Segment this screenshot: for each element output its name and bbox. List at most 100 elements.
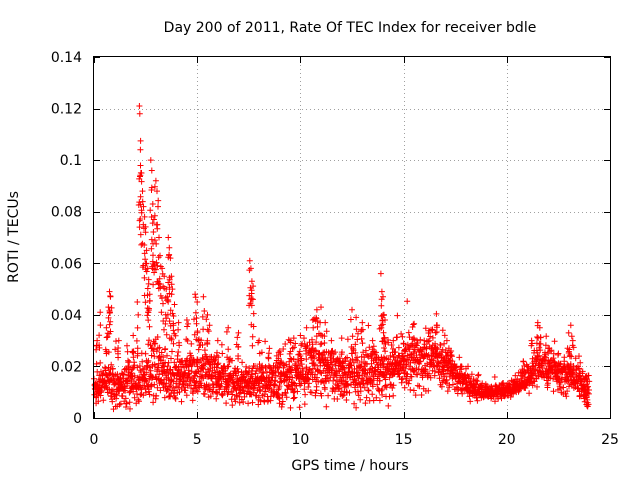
data-point <box>369 337 376 344</box>
data-point <box>527 367 534 374</box>
data-point <box>235 344 242 350</box>
data-point <box>368 378 374 385</box>
data-point <box>351 400 358 407</box>
data-point <box>347 316 354 323</box>
data-point <box>170 313 177 319</box>
data-point <box>458 363 465 370</box>
data-point <box>131 394 138 401</box>
data-point <box>152 363 158 369</box>
data-point <box>439 327 446 334</box>
data-point <box>206 368 212 375</box>
data-point <box>434 345 441 352</box>
data-point <box>134 299 141 305</box>
data-point <box>386 393 393 400</box>
data-point <box>287 339 294 346</box>
data-point <box>309 354 316 361</box>
data-point <box>213 395 220 402</box>
data-point <box>536 324 543 331</box>
data-point <box>165 298 172 305</box>
data-point <box>327 354 334 361</box>
data-point <box>572 355 579 362</box>
data-point <box>274 390 281 397</box>
data-point <box>301 335 307 342</box>
data-point <box>97 375 104 382</box>
data-point <box>406 377 413 384</box>
data-point <box>146 323 153 330</box>
data-point <box>175 319 182 326</box>
data-point <box>305 384 312 390</box>
data-point <box>313 339 320 346</box>
data-point <box>193 315 200 322</box>
data-point <box>279 398 286 405</box>
data-point <box>146 305 152 312</box>
data-point <box>97 322 104 329</box>
data-point <box>534 383 540 390</box>
data-point <box>411 320 418 327</box>
data-point <box>134 324 141 331</box>
data-point <box>250 283 257 290</box>
data-point <box>234 365 241 372</box>
data-point <box>378 324 385 331</box>
data-point <box>444 388 451 395</box>
data-point <box>263 368 270 375</box>
data-point <box>291 344 297 351</box>
data-point <box>378 288 385 295</box>
data-point <box>105 304 112 311</box>
data-point <box>426 370 432 377</box>
data-point <box>136 217 143 224</box>
data-point <box>154 188 160 195</box>
data-point <box>203 316 210 323</box>
data-point <box>286 350 293 357</box>
data-point <box>157 387 164 394</box>
data-point <box>557 379 564 386</box>
data-point <box>249 399 256 406</box>
data-point <box>194 363 201 370</box>
data-point <box>188 352 194 359</box>
data-point <box>406 363 413 370</box>
data-point <box>421 337 428 344</box>
data-point <box>156 344 163 351</box>
data-point <box>332 362 339 369</box>
data-point <box>255 394 262 401</box>
data-point <box>170 327 177 334</box>
data-point <box>548 347 555 354</box>
data-point <box>537 356 544 363</box>
data-point <box>136 103 143 109</box>
data-point <box>109 365 116 372</box>
data-point <box>106 330 113 337</box>
data-point <box>552 363 559 370</box>
data-point <box>137 146 144 153</box>
data-point <box>178 385 185 392</box>
data-point <box>370 377 377 384</box>
data-point <box>369 349 376 355</box>
data-point <box>355 392 362 399</box>
data-point <box>163 380 170 387</box>
data-point <box>143 247 150 254</box>
data-point <box>225 356 232 363</box>
data-point <box>383 384 390 391</box>
data-point <box>287 404 294 411</box>
data-point <box>156 234 162 241</box>
data-point <box>300 368 307 374</box>
data-point <box>282 341 289 347</box>
data-point <box>272 372 279 379</box>
data-point <box>117 374 124 381</box>
data-point <box>405 329 412 336</box>
data-point <box>501 393 508 400</box>
data-point <box>529 382 536 389</box>
data-point <box>201 391 208 398</box>
data-point <box>532 370 539 377</box>
data-point <box>433 310 440 317</box>
data-point <box>381 345 387 351</box>
data-point <box>409 340 416 347</box>
data-point <box>519 379 526 386</box>
data-point <box>424 360 431 367</box>
data-point <box>583 401 590 408</box>
data-point <box>223 400 230 407</box>
data-point <box>103 324 110 331</box>
data-point <box>468 371 475 378</box>
data-point <box>248 278 255 285</box>
data-point <box>155 203 161 210</box>
data-point <box>138 170 145 176</box>
data-point <box>332 349 339 356</box>
